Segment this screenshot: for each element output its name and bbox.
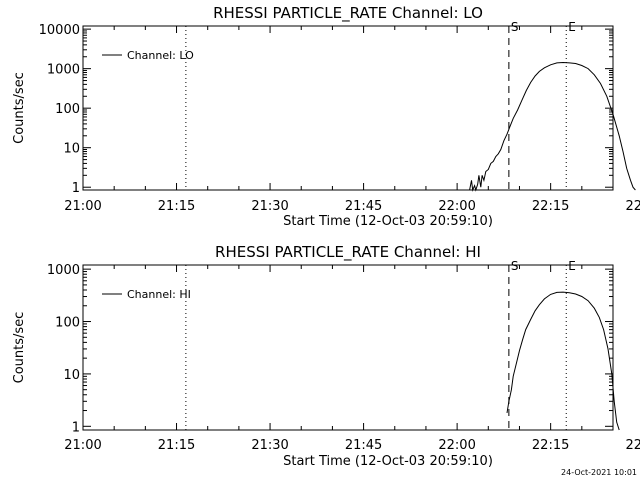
x-tick-label: 21:15	[158, 438, 195, 453]
x-tick-label: 21:00	[64, 199, 101, 214]
y-tick-label: 1	[72, 420, 80, 435]
chart-title: RHESSI PARTICLE_RATE Channel: LO	[213, 4, 483, 23]
y-tick-label: 100	[55, 102, 80, 117]
x-tick-label: 21:30	[251, 438, 288, 453]
y-tick-label: 1	[72, 181, 80, 196]
x-tick-label: 22:30	[625, 438, 640, 453]
x-tick-label: 21:30	[251, 199, 288, 214]
x-axis-label: Start Time (12-Oct-03 20:59:10)	[283, 454, 493, 469]
y-tick-label: 10000	[39, 23, 80, 38]
x-tick-label: 22:15	[532, 438, 569, 453]
marker-label: E	[568, 20, 576, 34]
legend-label: Channel: HI	[127, 288, 191, 301]
x-tick-label: 22:30	[625, 199, 640, 214]
x-tick-label: 21:00	[64, 438, 101, 453]
series-line	[506, 291, 620, 431]
x-tick-label: 21:45	[345, 199, 382, 214]
plot-frame	[82, 264, 614, 431]
x-tick-label: 21:45	[345, 438, 382, 453]
y-tick-label: 10	[63, 142, 80, 157]
y-tick-label: 1000	[47, 63, 80, 78]
y-axis-label: Counts/sec	[12, 312, 27, 384]
chart-panel-hi: RHESSI PARTICLE_RATE Channel: HI 21:00 21:…	[12, 243, 640, 469]
chart-title: RHESSI PARTICLE_RATE Channel: HI	[215, 243, 481, 262]
footer-timestamp: 24-Oct-2021 10:01	[561, 468, 637, 477]
y-tick-label: 100	[55, 316, 80, 331]
legend-label: Channel: LO	[127, 49, 194, 62]
marker-label: S	[511, 259, 519, 273]
marker-label: S	[511, 20, 519, 34]
series-line	[469, 61, 636, 192]
x-tick-label: 22:00	[438, 199, 475, 214]
y-tick-label: 1000	[47, 263, 80, 278]
y-axis-label: Counts/sec	[12, 72, 27, 144]
x-tick-label: 21:15	[158, 199, 195, 214]
x-tick-label: 22:15	[532, 199, 569, 214]
chart-panel-lo: RHESSI PARTICLE_RATE Channel: LO 21:00 21:…	[12, 4, 640, 229]
x-axis-label: Start Time (12-Oct-03 20:59:10)	[283, 214, 493, 229]
marker-label: E	[568, 259, 576, 273]
x-tick-label: 22:00	[438, 438, 475, 453]
y-tick-label: 10	[63, 368, 80, 383]
